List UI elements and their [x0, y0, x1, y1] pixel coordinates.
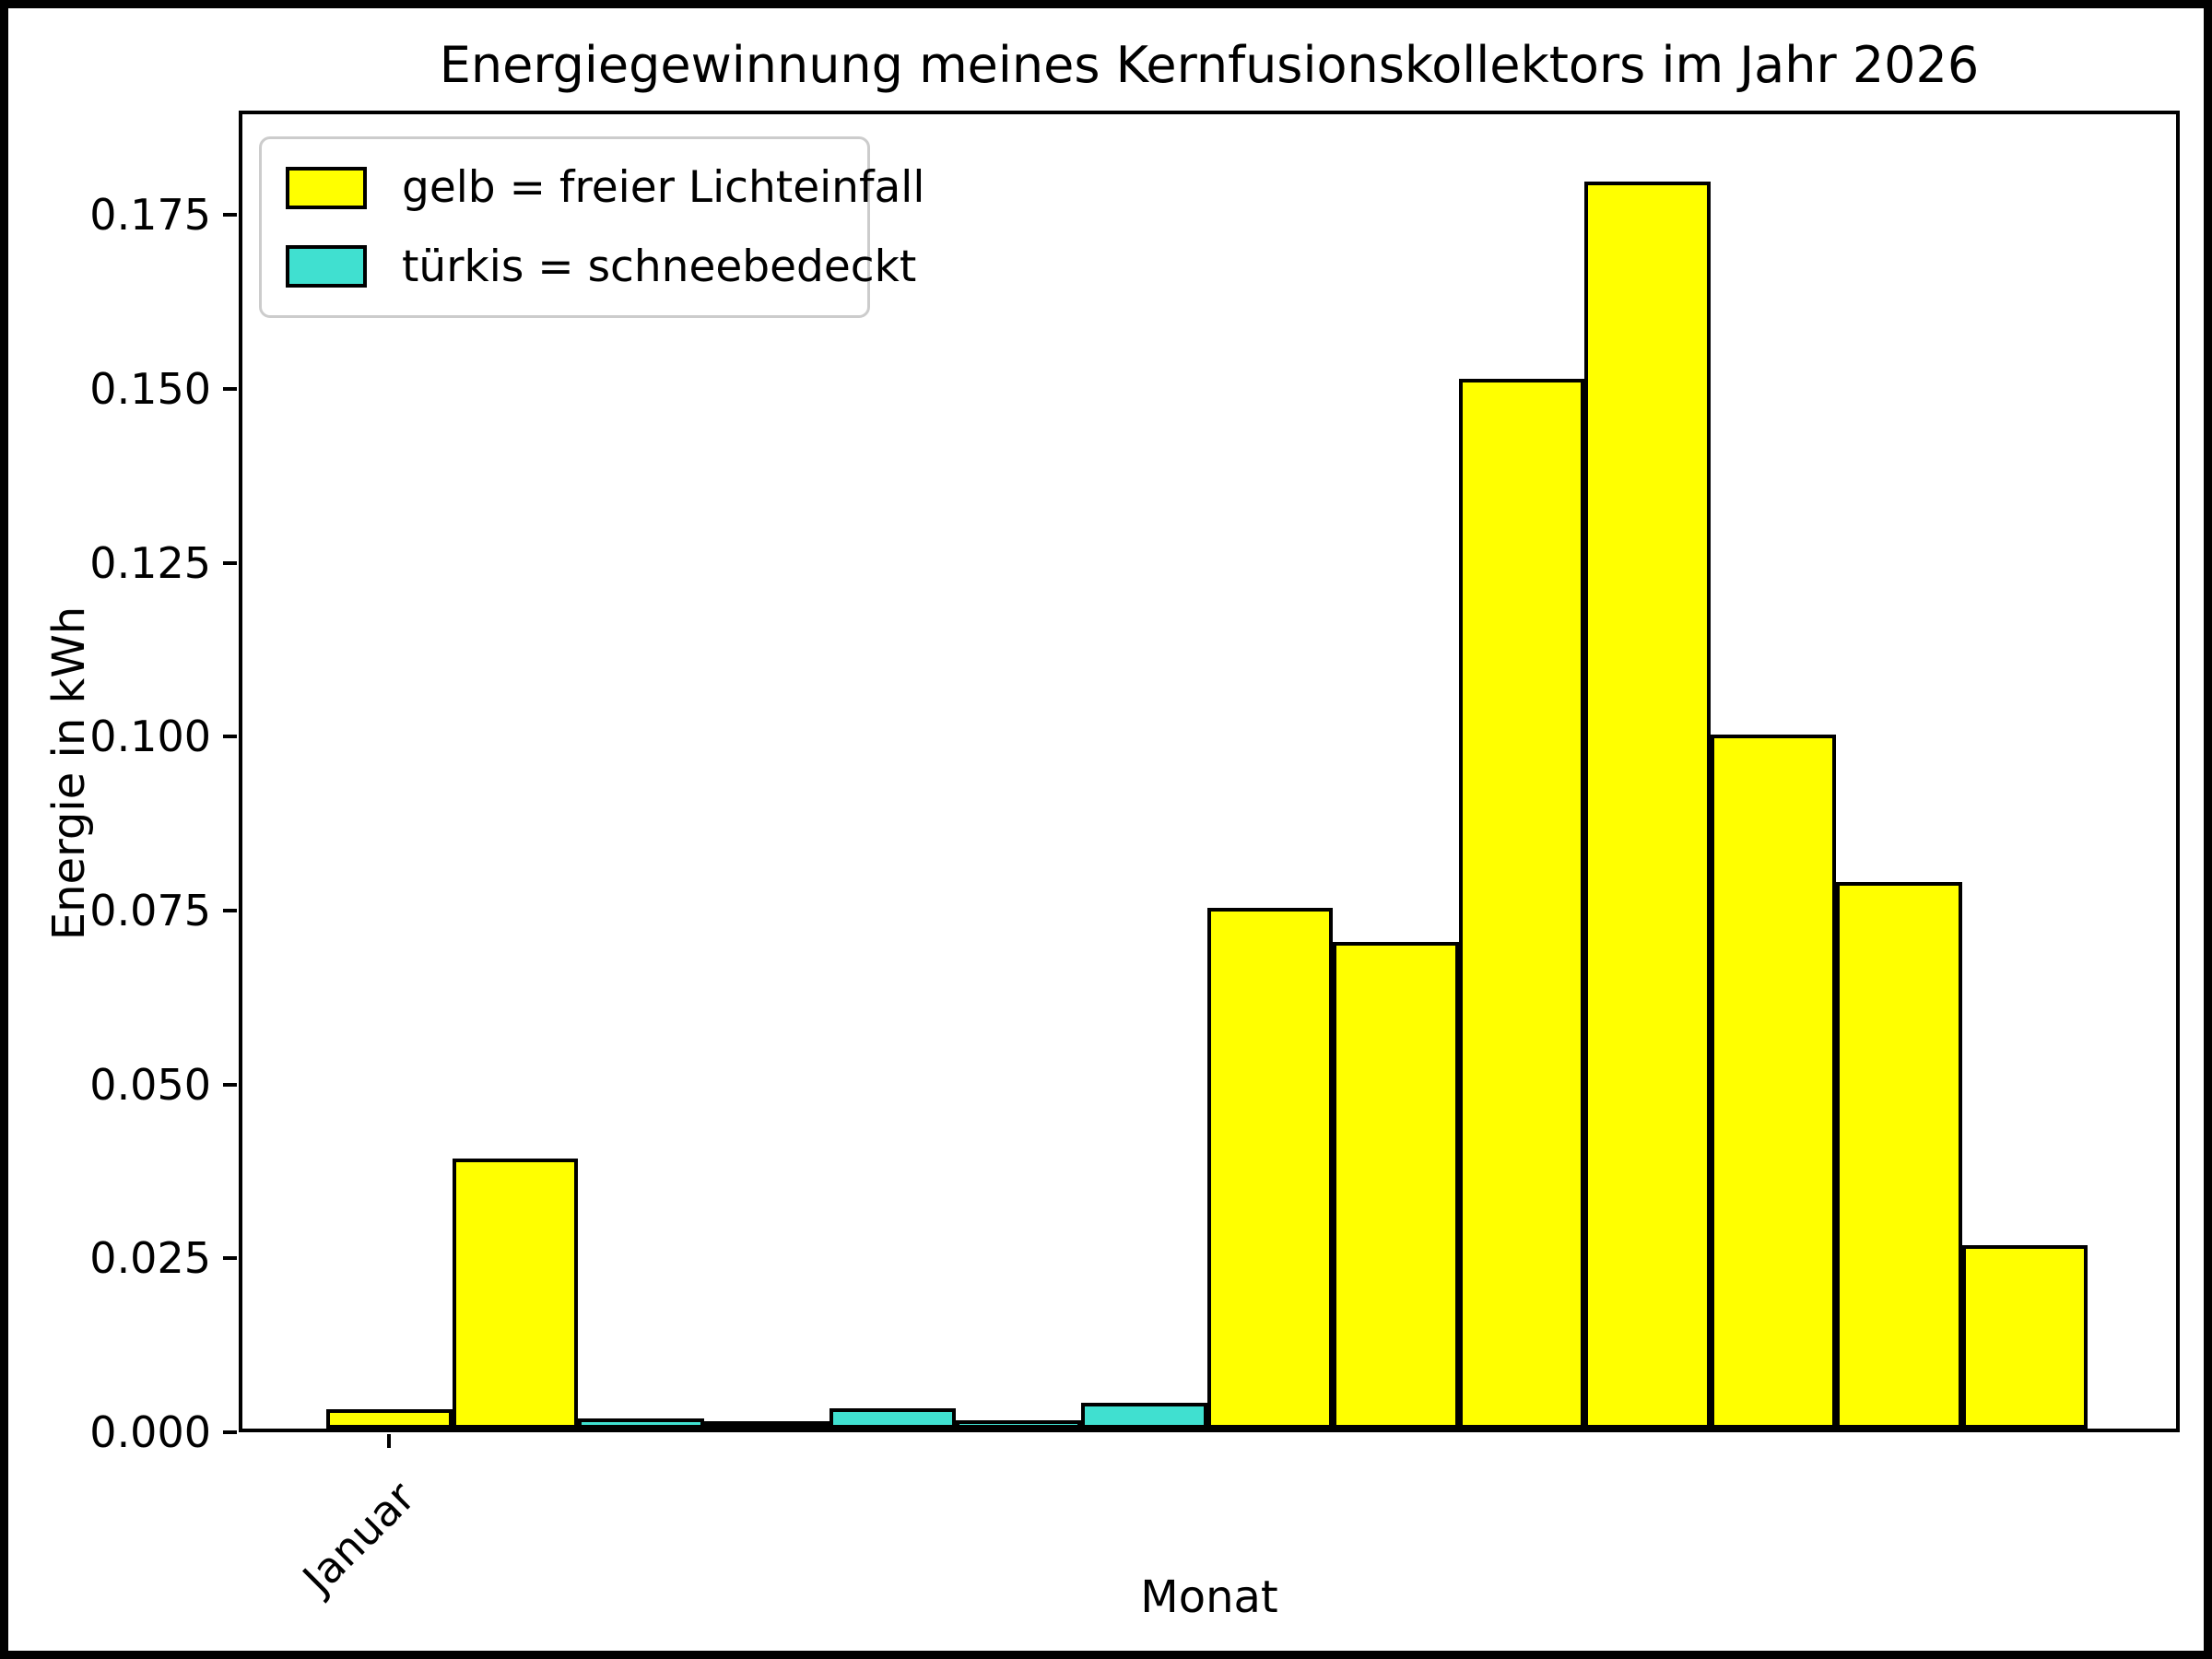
- plot-area: [239, 111, 2180, 1432]
- legend-label: türkis = schneebedeckt: [402, 241, 917, 292]
- bar-bin-8-gelb: [1206, 907, 1333, 1429]
- legend-item: türkis = schneebedeckt: [286, 241, 916, 292]
- bar-bin-13-gelb: [1836, 882, 1962, 1429]
- legend-swatch-gelb: [286, 166, 367, 209]
- bar-bin-5-tuerkis: [830, 1408, 956, 1429]
- y-tick-label: 0.175: [89, 190, 211, 241]
- y-tick-mark: [223, 735, 237, 739]
- bar-bin-3-tuerkis: [578, 1418, 704, 1429]
- legend-swatch-tuerkis: [286, 245, 367, 288]
- bar-bin-4-tuerkis: [703, 1421, 830, 1429]
- y-tick-label: 0.075: [89, 885, 211, 935]
- bar-bin-12-gelb: [1710, 735, 1836, 1429]
- y-tick-label: 0.000: [89, 1407, 211, 1457]
- chart-title: Energiegewinnung meines Kernfusionskolle…: [439, 36, 1980, 94]
- bar-bin-2-gelb: [452, 1159, 578, 1429]
- bar-bin-7-tuerkis: [1081, 1403, 1207, 1429]
- y-tick-label: 0.100: [89, 712, 211, 762]
- y-tick-mark: [223, 1082, 237, 1087]
- y-tick-label: 0.125: [89, 537, 211, 588]
- bar-bin-6-tuerkis: [955, 1420, 1081, 1429]
- y-tick-label: 0.050: [89, 1059, 211, 1110]
- bar-bin-10-gelb: [1458, 379, 1584, 1429]
- x-axis-label: Monat: [1140, 1571, 1278, 1623]
- y-tick-mark: [223, 386, 237, 391]
- y-tick-mark: [223, 908, 237, 912]
- bar-bin-1-gelb: [326, 1409, 453, 1429]
- y-tick-label: 0.150: [89, 363, 211, 414]
- bar-bin-14-gelb: [1961, 1245, 2088, 1429]
- legend: gelb = freier Lichteinfall türkis = schne…: [259, 136, 924, 318]
- x-tick-mark: [387, 1434, 392, 1448]
- y-tick-mark: [223, 560, 237, 565]
- legend-item: gelb = freier Lichteinfall: [286, 162, 924, 213]
- y-tick-mark: [223, 1430, 237, 1434]
- y-tick-mark: [223, 1256, 237, 1261]
- y-tick-label: 0.025: [89, 1233, 211, 1284]
- bar-bin-9-gelb: [1333, 942, 1459, 1429]
- legend-label: gelb = freier Lichteinfall: [402, 162, 925, 214]
- bar-bin-11-gelb: [1584, 181, 1711, 1429]
- y-tick-mark: [223, 213, 237, 218]
